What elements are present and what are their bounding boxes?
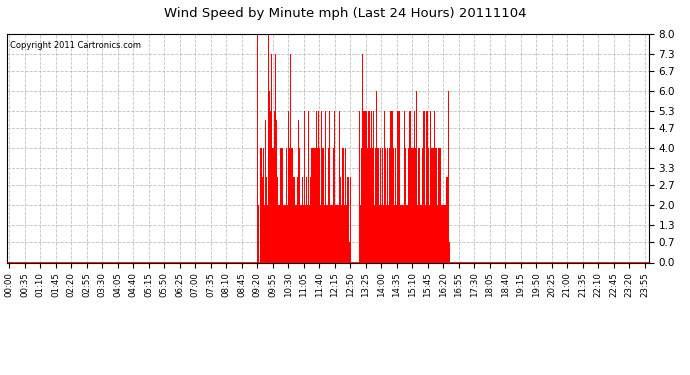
Text: Wind Speed by Minute mph (Last 24 Hours) 20111104: Wind Speed by Minute mph (Last 24 Hours)…	[164, 8, 526, 21]
Text: Copyright 2011 Cartronics.com: Copyright 2011 Cartronics.com	[10, 40, 141, 50]
